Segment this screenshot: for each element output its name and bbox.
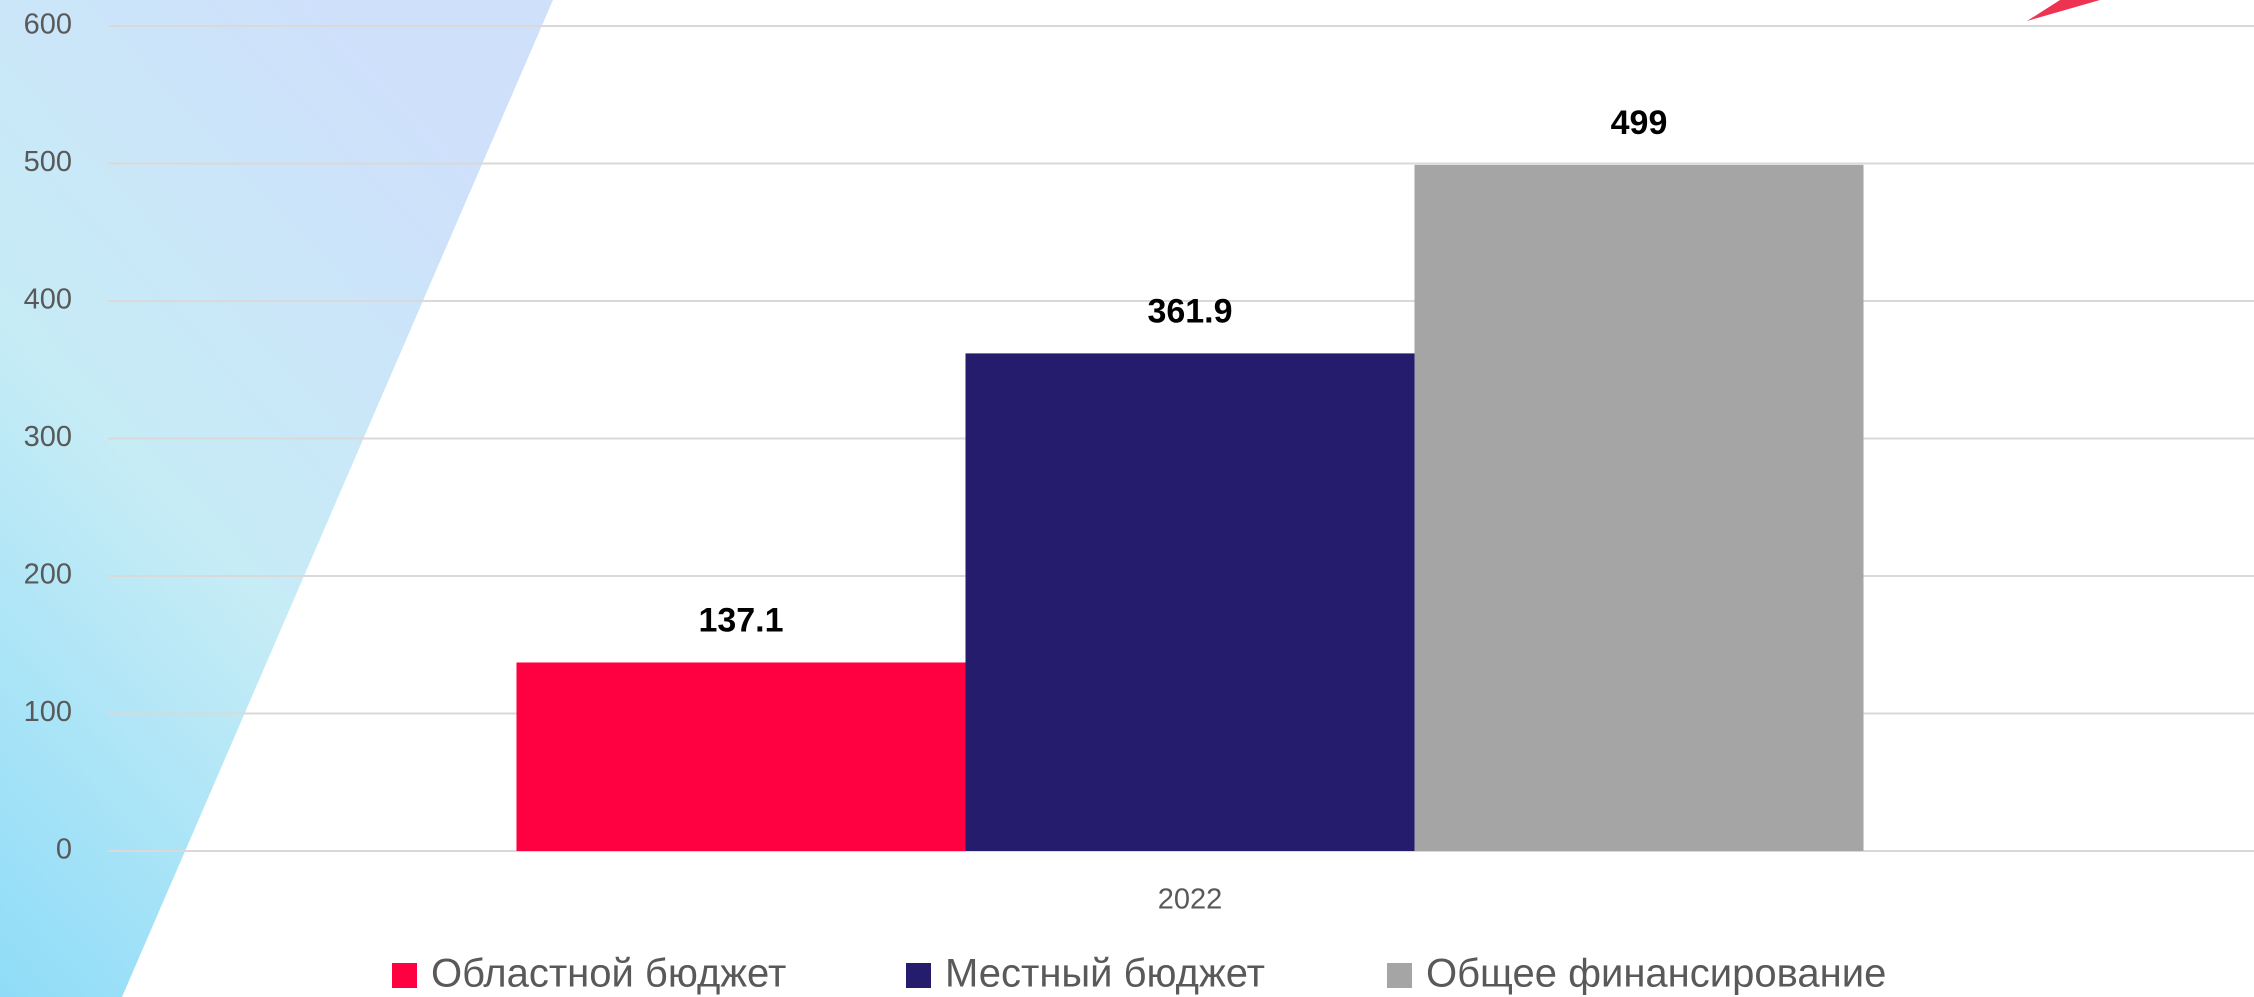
legend-label: Местный бюджет — [945, 952, 1265, 996]
y-tick-label: 300 — [24, 421, 72, 453]
y-tick-label: 400 — [24, 284, 72, 316]
legend-swatch — [906, 963, 931, 988]
legend-label: Областной бюджет — [431, 952, 786, 996]
y-tick-label: 600 — [24, 9, 72, 41]
data-label: 361.9 — [1147, 292, 1232, 330]
data-label: 499 — [1611, 104, 1668, 142]
y-tick-label: 500 — [24, 146, 72, 178]
x-tick-label: 2022 — [1158, 884, 1223, 916]
legend-label: Общее финансирование — [1426, 952, 1886, 996]
decor-shape — [0, 0, 553, 997]
y-tick-label: 0 — [56, 834, 72, 866]
bar — [965, 353, 1415, 851]
bar — [1414, 164, 1864, 851]
legend-swatch — [392, 963, 417, 988]
data-label: 137.1 — [698, 601, 783, 639]
legend-swatch — [1387, 963, 1412, 988]
y-tick-label: 100 — [24, 696, 72, 728]
bar — [516, 662, 966, 851]
decor-shape — [2027, 0, 2100, 21]
y-tick-label: 200 — [24, 559, 72, 591]
